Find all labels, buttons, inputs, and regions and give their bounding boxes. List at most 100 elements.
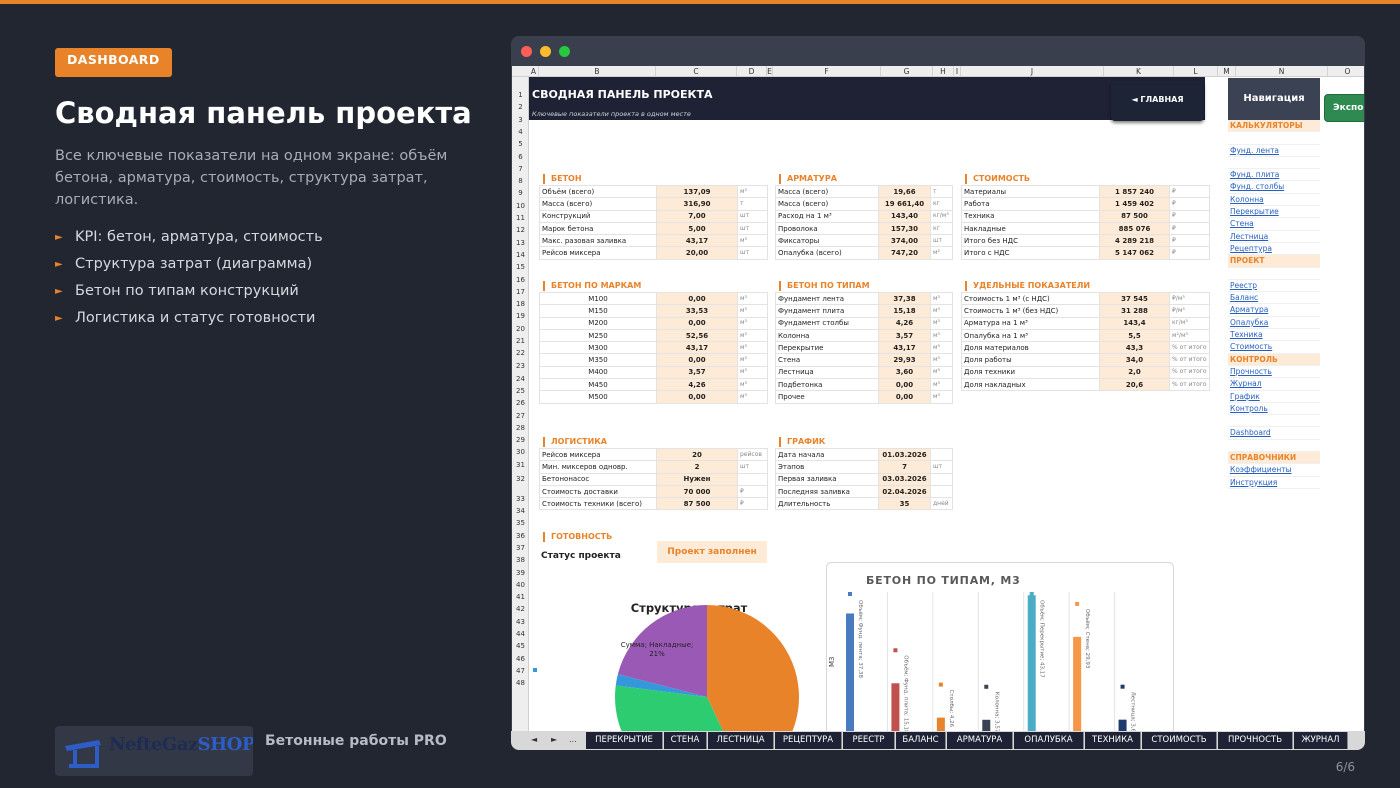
cell-value[interactable]: 20,00	[656, 246, 738, 260]
row-header[interactable]: 36	[516, 531, 525, 540]
column-header[interactable]: E	[767, 66, 773, 77]
row-header[interactable]: 38	[516, 556, 525, 565]
cell-value[interactable]: 20,6	[1099, 378, 1170, 392]
row-header[interactable]: 14	[516, 250, 525, 259]
cell-value[interactable]: 0,00	[656, 291, 738, 306]
cell-unit[interactable]: % от итого	[1169, 341, 1210, 355]
minimize-window-button[interactable]	[540, 46, 551, 57]
cell-value[interactable]: 0,00	[878, 378, 931, 392]
nav-link[interactable]: Перекрытие	[1228, 206, 1320, 219]
cell-unit[interactable]: м³	[737, 316, 768, 330]
tab-scroll-next-button[interactable]: ►	[551, 735, 558, 744]
sheet-tab[interactable]: РЕЦЕПТУРА	[775, 732, 842, 749]
row-header[interactable]: 41	[516, 593, 525, 602]
row-header[interactable]: 4	[518, 127, 523, 136]
nav-link[interactable]: Колонна	[1228, 194, 1320, 207]
cell-unit[interactable]: м³	[737, 304, 768, 318]
cell-label[interactable]: Масса (всего)	[539, 197, 657, 211]
row-header[interactable]: 34	[516, 507, 525, 515]
sheet-tab[interactable]: ЖУРНАЛ	[1294, 732, 1348, 749]
cell-value[interactable]: 20	[656, 447, 738, 462]
cell-label[interactable]: Арматура на 1 м³	[961, 316, 1100, 330]
cell-unit[interactable]: м³	[930, 304, 953, 318]
cell-label[interactable]: Проволока	[775, 221, 879, 236]
home-button[interactable]: ◄ ГЛАВНАЯ	[1111, 81, 1204, 121]
cell-label[interactable]: Работа	[961, 197, 1100, 211]
row-header[interactable]: 17	[516, 287, 525, 296]
cell-unit[interactable]: ₽/м³	[1169, 304, 1210, 318]
nav-link[interactable]: Реестр	[1228, 280, 1320, 293]
cell-value[interactable]: 374,00	[878, 234, 931, 248]
row-header[interactable]: 28	[516, 423, 525, 432]
nav-link[interactable]: Лестница	[1228, 231, 1320, 243]
row-header[interactable]: 16	[516, 275, 525, 284]
cell-label[interactable]: Техника	[961, 209, 1100, 223]
close-window-button[interactable]	[521, 46, 532, 57]
row-header[interactable]: 40	[516, 580, 525, 589]
cell-value[interactable]: 1 857 240	[1099, 184, 1170, 199]
row-header[interactable]: 42	[516, 605, 525, 614]
cell-value[interactable]: 143,4	[1099, 316, 1170, 330]
cell-value[interactable]: 19 661,40	[878, 197, 931, 211]
cell-unit[interactable]: кг/м³	[930, 209, 953, 223]
cell-value[interactable]: 7,00	[656, 209, 738, 223]
cell-label[interactable]: Перекрытие	[775, 341, 879, 355]
cell-label[interactable]: М100	[539, 291, 657, 306]
cell-unit[interactable]: м³	[930, 390, 953, 404]
cell-unit[interactable]: м³	[930, 328, 953, 343]
bar[interactable]	[1027, 595, 1036, 731]
cell-label[interactable]: Рейсов миксера	[539, 246, 657, 260]
cell-value[interactable]: 747,20	[878, 246, 931, 260]
concrete-by-type-chart[interactable]: БЕТОН ПО ТИПАМ, М3 М3 Объём; Фунд. лента; …	[826, 562, 1174, 731]
cell-label[interactable]: Стоимость 1 м³ (без НДС)	[961, 304, 1100, 318]
sheet-tab[interactable]: ОПАЛУБКА	[1014, 732, 1084, 749]
cell-value[interactable]: 31 288	[1099, 304, 1170, 318]
row-header[interactable]: 20	[516, 324, 525, 333]
sheet-tab[interactable]: АРМАТУРА	[947, 732, 1013, 749]
cell-value[interactable]: Нужен	[656, 472, 738, 486]
cell-unit[interactable]: шт	[930, 234, 953, 248]
cell-unit[interactable]: рейсов	[737, 447, 768, 462]
cell-label[interactable]: Фундамент столбы	[775, 316, 879, 330]
nav-link[interactable]: Контроль	[1228, 403, 1320, 416]
cell-value[interactable]: 157,30	[878, 221, 931, 236]
column-header[interactable]: N	[1236, 66, 1328, 77]
cell-unit[interactable]: кг	[930, 197, 953, 211]
pie-slice[interactable]	[617, 605, 707, 697]
cell-value[interactable]: 7	[878, 460, 931, 474]
cell-label[interactable]: М350	[539, 353, 657, 367]
cell-unit[interactable]: ₽	[737, 497, 768, 511]
column-header[interactable]: L	[1174, 66, 1218, 77]
row-header[interactable]: 45	[516, 642, 525, 651]
cell-value[interactable]: 43,17	[656, 234, 738, 248]
cell-unit[interactable]: м³	[930, 353, 953, 367]
cell-label[interactable]: М500	[539, 390, 657, 404]
cell-value[interactable]: 0,00	[656, 390, 738, 404]
cell-value[interactable]: 87 500	[656, 497, 738, 511]
tab-scroll-more-button[interactable]: ...	[569, 735, 577, 744]
cell-label[interactable]: Стоимость 1 м³ (с НДС)	[961, 291, 1100, 306]
nav-link[interactable]: Коэффициенты	[1228, 464, 1320, 477]
nav-link[interactable]: Прочность	[1228, 366, 1320, 379]
column-header[interactable]: F	[773, 66, 881, 77]
cell-value[interactable]: 5,5	[1099, 328, 1170, 343]
cell-label[interactable]: Доля материалов	[961, 341, 1100, 355]
row-header[interactable]: 19	[516, 312, 525, 321]
row-header[interactable]: 25	[516, 386, 525, 395]
cell-value[interactable]: 52,56	[656, 328, 738, 343]
cell-value[interactable]: 34,0	[1099, 353, 1170, 367]
cell-value[interactable]: 316,90	[656, 197, 738, 211]
pie-slice[interactable]	[615, 685, 746, 731]
cell-value[interactable]: 37,38	[878, 291, 931, 306]
cell-unit[interactable]: ₽/м³	[1169, 291, 1210, 306]
cell-label[interactable]: Опалубка (всего)	[775, 246, 879, 260]
cell-value[interactable]: 43,17	[656, 341, 738, 355]
cell-label[interactable]: Масса (всего)	[775, 184, 879, 199]
cell-unit[interactable]: ₽	[1169, 221, 1210, 236]
cell-value[interactable]: 3,60	[878, 365, 931, 380]
row-header[interactable]: 33	[516, 494, 525, 503]
cell-label[interactable]: Макс. разовая заливка	[539, 234, 657, 248]
cell-unit[interactable]: м³	[737, 365, 768, 380]
pie-slice[interactable]	[615, 674, 707, 697]
cell-label[interactable]: М450	[539, 378, 657, 392]
